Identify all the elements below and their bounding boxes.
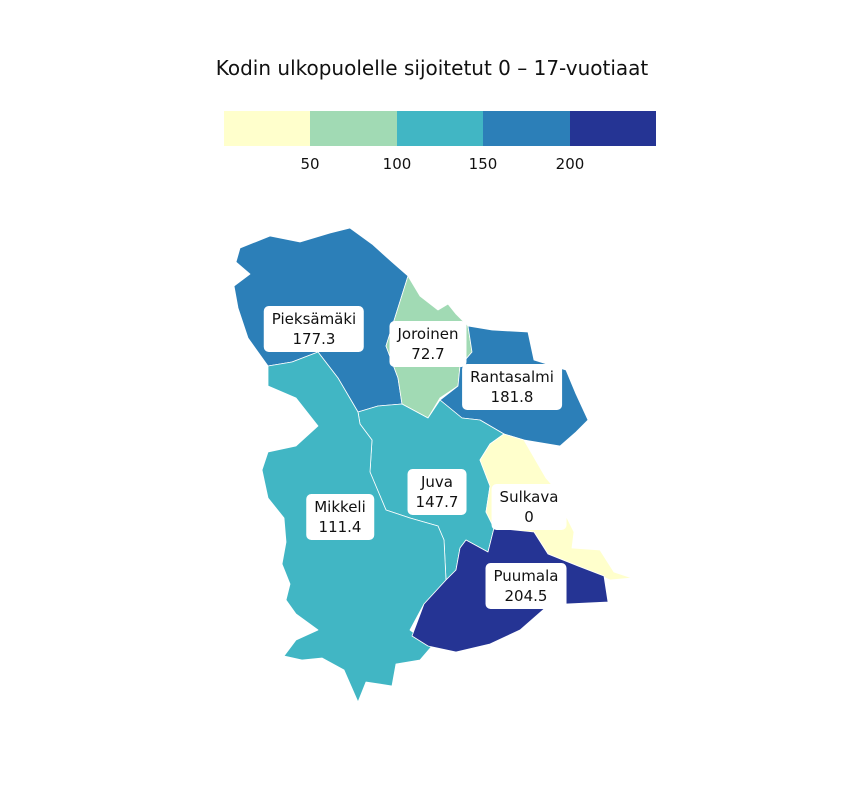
label-name: Rantasalmi [470, 368, 554, 386]
legend-swatch-1 [224, 111, 311, 146]
label-rantasalmi: Rantasalmi 181.8 [462, 364, 562, 410]
legend-tick-50: 50 [300, 155, 320, 173]
label-sulkava: Sulkava 0 [491, 484, 567, 530]
label-name: Puumala [493, 567, 559, 585]
label-name: Juva [420, 473, 453, 491]
label-value: 177.3 [292, 330, 336, 348]
map-title: Kodin ulkopuolelle sijoitetut 0 – 17-vuo… [215, 56, 649, 80]
legend-swatch-5 [569, 111, 657, 146]
legend-swatch-2 [310, 111, 397, 146]
label-pieksamaki: Pieksämäki 177.3 [263, 306, 365, 352]
label-value: 147.7 [415, 493, 459, 511]
label-name: Pieksämäki [271, 310, 357, 328]
label-puumala: Puumala 204.5 [485, 563, 567, 609]
legend-tick-100: 100 [382, 155, 412, 173]
label-joroinen: Joroinen 72.7 [389, 321, 467, 367]
legend-tick-200: 200 [555, 155, 585, 173]
label-name: Mikkeli [314, 498, 366, 516]
label-value: 0 [524, 508, 534, 526]
label-juva: Juva 147.7 [407, 469, 467, 515]
legend-swatch-4 [483, 111, 570, 146]
label-mikkeli: Mikkeli 111.4 [306, 494, 374, 540]
label-value: 181.8 [490, 388, 534, 406]
legend-swatch-3 [396, 111, 484, 146]
label-name: Sulkava [499, 488, 559, 506]
color-legend [224, 111, 657, 146]
legend-tick-150: 150 [468, 155, 498, 173]
label-value: 204.5 [504, 587, 548, 605]
label-value: 72.7 [411, 345, 445, 363]
label-name: Joroinen [397, 325, 459, 343]
label-value: 111.4 [318, 518, 362, 536]
